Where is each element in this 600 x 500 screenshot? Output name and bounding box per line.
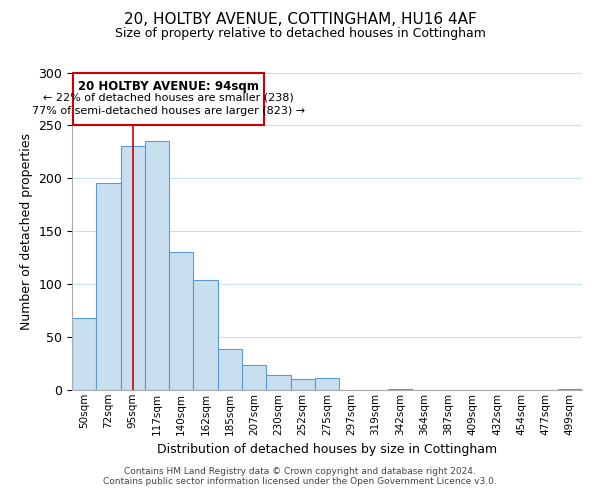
Bar: [290, 380, 315, 390]
Text: 20 HOLTBY AVENUE: 94sqm: 20 HOLTBY AVENUE: 94sqm: [78, 80, 259, 93]
Bar: [558, 389, 582, 390]
Bar: [315, 378, 339, 390]
Text: Contains public sector information licensed under the Open Government Licence v3: Contains public sector information licen…: [103, 477, 497, 486]
Text: ← 22% of detached houses are smaller (238): ← 22% of detached houses are smaller (23…: [43, 92, 294, 102]
Text: Contains HM Land Registry data © Crown copyright and database right 2024.: Contains HM Land Registry data © Crown c…: [124, 467, 476, 476]
Bar: [72, 318, 96, 390]
Bar: [388, 389, 412, 390]
Bar: [145, 142, 169, 390]
Bar: [96, 182, 121, 390]
Text: 77% of semi-detached houses are larger (823) →: 77% of semi-detached houses are larger (…: [32, 106, 305, 117]
Bar: [242, 364, 266, 390]
Bar: [121, 146, 145, 390]
Bar: [193, 280, 218, 390]
Bar: [218, 348, 242, 390]
X-axis label: Distribution of detached houses by size in Cottingham: Distribution of detached houses by size …: [157, 443, 497, 456]
Bar: [169, 252, 193, 390]
Text: 20, HOLTBY AVENUE, COTTINGHAM, HU16 4AF: 20, HOLTBY AVENUE, COTTINGHAM, HU16 4AF: [124, 12, 476, 28]
Bar: [266, 375, 290, 390]
Text: Size of property relative to detached houses in Cottingham: Size of property relative to detached ho…: [115, 28, 485, 40]
Y-axis label: Number of detached properties: Number of detached properties: [20, 132, 33, 330]
FancyBboxPatch shape: [73, 72, 264, 126]
